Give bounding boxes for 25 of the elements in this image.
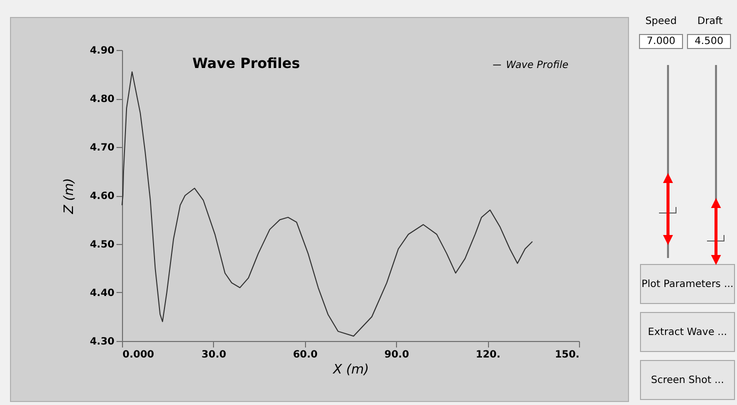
x-tick-label: 90.0 [384,350,410,360]
y-tick-label: 4.30 [90,336,115,348]
y-tick-label: 4.80 [90,94,115,105]
x-axis-title: X (m) [332,362,369,378]
line-series [122,71,533,337]
y-tick-label: 4.50 [90,240,115,250]
x-tick-label: 150. [554,350,580,360]
text: Extract Wave ... [640,312,735,352]
text: 4.500 [687,34,731,49]
y-tick-label: 4.90 [90,46,115,56]
text: Screen Shot ... [640,360,735,400]
x-tick-label: 0.000 [122,350,154,360]
chart-title: Wave Profiles [192,56,300,72]
x-tick-label: 60.0 [292,350,318,360]
y-tick-label: 4.40 [90,288,115,299]
x-tick-label: 120. [476,350,500,360]
text: Plot Parameters ... [640,264,735,304]
text: 7.000 [639,34,683,49]
y-tick-label: 4.60 [90,191,115,202]
y-tick-label: 4.70 [90,142,115,154]
y-axis-title: Z (m) [62,178,77,215]
x-tick-label: 30.0 [202,350,226,360]
text: Speed [644,16,678,27]
legend-label: Wave Profile [506,60,568,71]
text: Draft [696,16,724,27]
